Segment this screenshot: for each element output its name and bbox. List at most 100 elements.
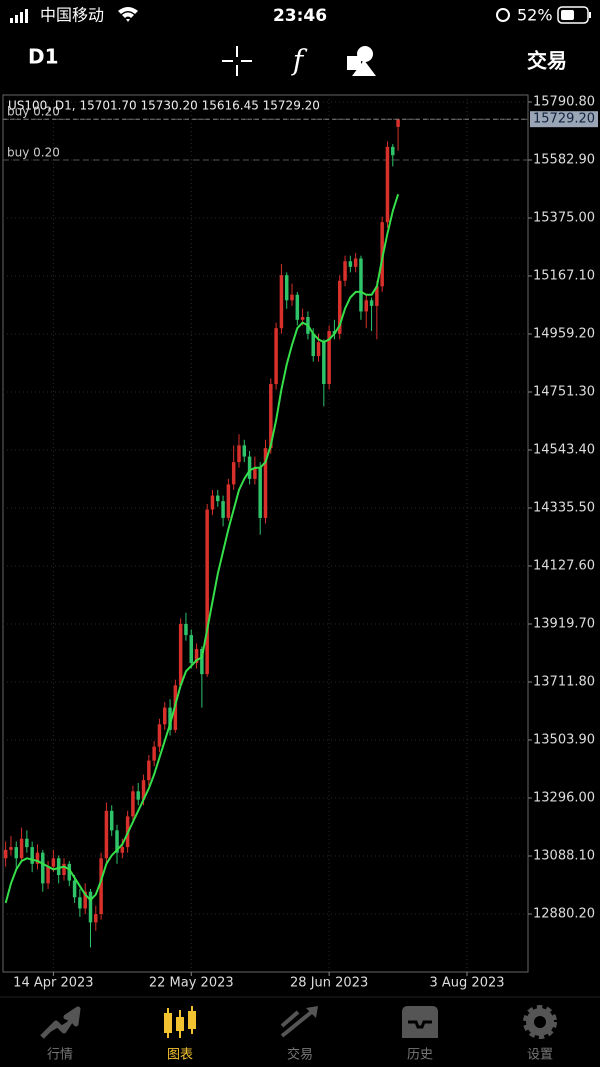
candle-body — [242, 445, 247, 457]
candle-body — [194, 649, 199, 663]
x-tick-label: 22 May 2023 — [149, 976, 234, 991]
candle-body — [216, 495, 220, 502]
timeframe-button[interactable]: D1 — [28, 45, 59, 69]
tab-button[interactable]: 图表 — [164, 1006, 196, 1063]
candle-body — [274, 328, 278, 384]
tab-icon — [164, 1006, 196, 1038]
x-tick-label: 28 Jun 2023 — [290, 976, 368, 991]
signal-icon — [10, 9, 28, 23]
tab-label: 历史 — [407, 1048, 433, 1063]
candle-body — [51, 858, 56, 867]
candle-body — [62, 863, 66, 875]
candle-body — [343, 261, 347, 281]
tab-button[interactable]: 交易 — [280, 1006, 318, 1063]
tab-icon — [402, 1006, 438, 1038]
y-tick-label: 14335.50 — [533, 501, 595, 516]
candle-body — [152, 746, 156, 761]
candle-body — [178, 623, 183, 686]
tab-icon — [523, 1005, 557, 1039]
candle-body — [67, 863, 72, 881]
candle-body — [375, 286, 379, 306]
x-tick-label: 14 Apr 2023 — [13, 976, 93, 991]
wifi-icon — [118, 7, 138, 22]
candle-body — [396, 119, 400, 127]
candle-body — [157, 724, 162, 747]
y-tick-label: 13296.00 — [533, 791, 595, 806]
candle-body — [115, 830, 119, 853]
candle-body — [258, 467, 262, 518]
tab-icon — [280, 1006, 318, 1038]
candle-body — [226, 484, 231, 518]
candle-body — [25, 838, 29, 848]
candle-body — [19, 838, 24, 859]
tab-label: 图表 — [167, 1048, 193, 1063]
candle-body — [3, 849, 8, 859]
candle-body — [290, 294, 294, 301]
y-tick-label: 15167.10 — [533, 269, 595, 284]
candle-body — [136, 791, 140, 800]
indicators-button[interactable]: f — [291, 44, 308, 77]
battery-text: 52% — [517, 6, 553, 25]
candle-body — [385, 146, 390, 223]
candle-body — [46, 866, 50, 884]
trade-button[interactable]: 交易 — [527, 49, 567, 73]
tab-label: 交易 — [287, 1047, 313, 1063]
candle-body — [72, 880, 77, 898]
candle-body — [83, 891, 87, 909]
candle-body — [9, 847, 13, 850]
candle-body — [369, 300, 374, 306]
y-tick-label: 15790.80 — [533, 95, 595, 110]
y-tick-label: 13503.90 — [533, 733, 595, 748]
y-tick-label: 15375.00 — [533, 211, 595, 226]
candle-body — [364, 300, 369, 312]
candle-body — [269, 383, 273, 449]
candle-body — [131, 791, 135, 817]
candle-body — [247, 456, 252, 479]
candle-body — [316, 342, 321, 357]
candle-body — [311, 333, 315, 357]
candle-body — [120, 847, 125, 853]
candle-body — [231, 462, 236, 485]
alarm-icon — [496, 8, 510, 22]
candle-body — [35, 852, 40, 864]
candle-body — [104, 810, 109, 859]
candle-body — [94, 914, 98, 923]
y-tick-label: 12880.20 — [533, 907, 595, 922]
candle-body — [88, 891, 93, 923]
tab-button[interactable]: 行情 — [40, 1006, 81, 1063]
objects-button[interactable] — [347, 46, 376, 76]
current-price-box — [530, 111, 598, 128]
candle-body — [327, 330, 331, 384]
candle-body — [295, 294, 300, 320]
y-tick-label: 14127.60 — [533, 559, 595, 574]
tab-button[interactable]: 历史 — [402, 1006, 438, 1063]
carrier: 中国移动 — [40, 6, 104, 25]
order-label: buy 0.20 — [7, 145, 60, 159]
chart: 15790.80 15582.90 15375.00 15167.10 14959.20… — [3, 95, 598, 991]
crosshair-button[interactable] — [222, 46, 252, 76]
candle-body — [30, 847, 34, 864]
moving-average-line — [4, 193, 400, 904]
x-tick-label: 3 Aug 2023 — [430, 976, 505, 991]
chart-frame — [2, 94, 529, 973]
candle-body — [200, 649, 204, 675]
candle-body — [322, 342, 326, 384]
y-tick-label: 14959.20 — [533, 327, 595, 342]
y-tick-label: 13088.10 — [533, 849, 595, 864]
candle-body — [109, 810, 114, 831]
candle-body — [141, 780, 146, 800]
candle-body — [263, 448, 268, 518]
candle-body — [41, 852, 45, 884]
tab-button[interactable]: 设置 — [523, 1005, 557, 1063]
candle-body — [221, 501, 225, 518]
y-tick-label: 14543.40 — [533, 443, 595, 458]
chart-header: US100, D1, 15701.70 15730.20 15616.45 15… — [8, 99, 320, 113]
tab-label: 设置 — [527, 1048, 553, 1063]
current-price-label: 15729.20 — [533, 112, 595, 127]
candle-body — [300, 317, 305, 320]
y-tick-label: 14751.30 — [533, 385, 595, 400]
candle-body — [147, 760, 151, 781]
candle-body — [14, 847, 19, 859]
candle-body — [205, 509, 209, 675]
